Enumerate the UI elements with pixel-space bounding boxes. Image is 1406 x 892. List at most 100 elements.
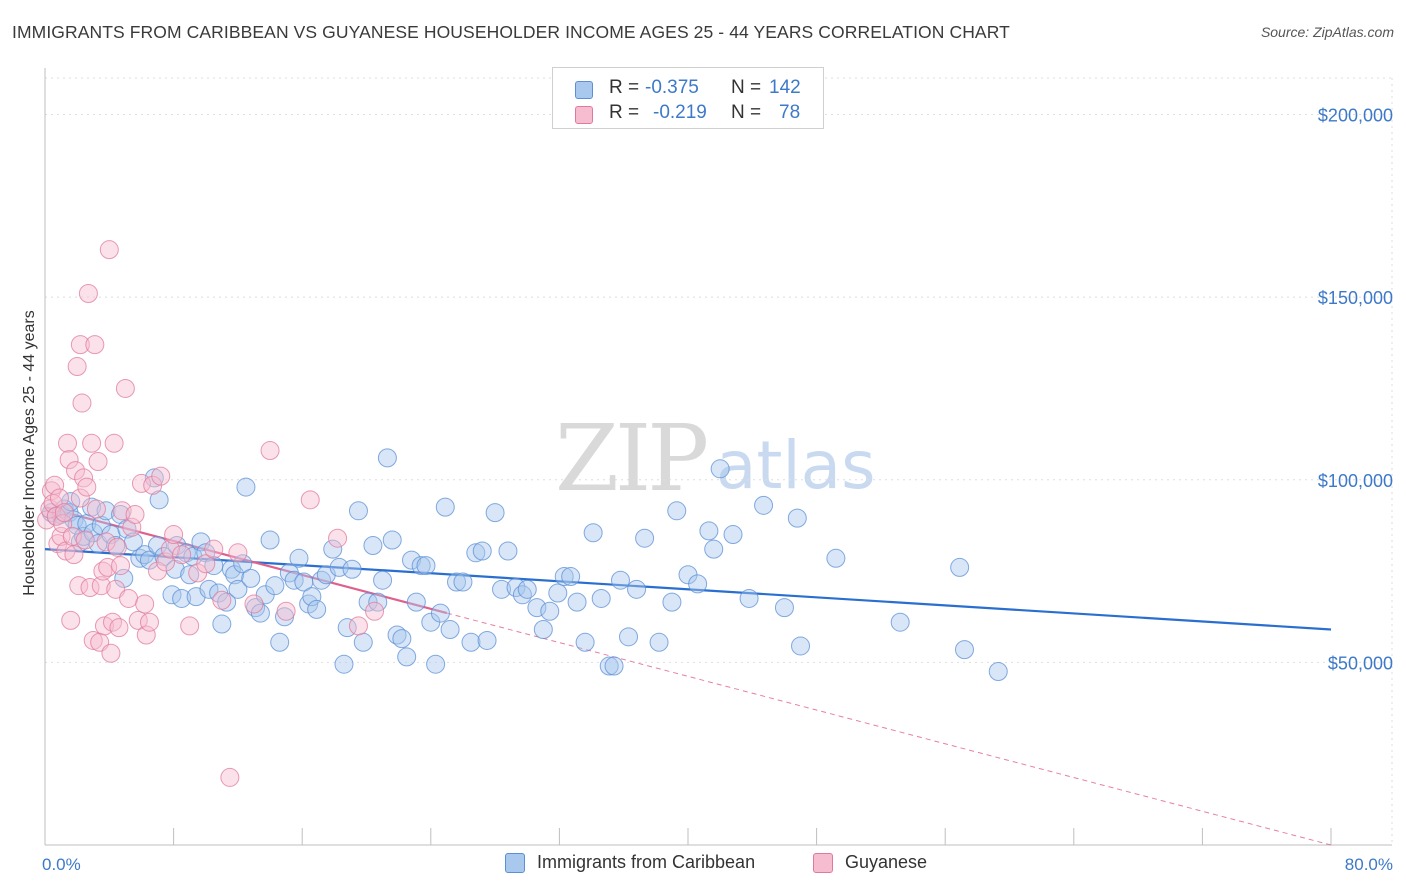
guyanese-point: [106, 579, 126, 599]
caribbean-point: [67, 515, 87, 535]
caribbean-point: [635, 528, 655, 548]
guyanese-point: [109, 618, 129, 638]
guyanese-point: [99, 240, 119, 260]
legend-label: Guyanese: [845, 852, 928, 872]
caribbean-point: [988, 662, 1008, 682]
caribbean-point: [212, 614, 232, 634]
caribbean-point: [453, 572, 473, 592]
guyanese-point: [119, 588, 139, 608]
caribbean-point: [591, 588, 611, 608]
caribbean-point: [610, 570, 630, 590]
caribbean-point: [363, 536, 383, 556]
caribbean-point: [377, 448, 397, 468]
caribbean-point: [627, 579, 647, 599]
caribbean-point: [540, 601, 560, 621]
guyanese-point: [228, 543, 248, 563]
guyanese-point: [160, 539, 180, 559]
r-label: R =: [609, 77, 640, 98]
caribbean-point: [139, 550, 159, 570]
guyanese-point: [172, 545, 192, 565]
n-value: 78: [779, 102, 801, 123]
n-label: N =: [731, 102, 762, 123]
caribbean-point: [307, 599, 327, 619]
axis-labels: $50,000 $100,000 $150,000 $200,000 0.0% 80.0%: [42, 106, 1393, 874]
guyanese-point: [164, 525, 184, 545]
y-tick-label: $200,000: [1318, 106, 1393, 126]
guyanese-point: [82, 433, 102, 453]
caribbean-point: [260, 530, 280, 550]
caribbean-point: [323, 539, 343, 559]
guyanese-point: [61, 610, 81, 630]
watermark-zip: ZIP: [555, 405, 706, 512]
guyanese-point: [70, 488, 90, 508]
caribbean-point: [754, 495, 774, 515]
r-value: -0.219: [653, 102, 707, 123]
guyanese-point: [180, 616, 200, 636]
caribbean-point: [890, 612, 910, 632]
caribbean-point: [411, 556, 431, 576]
caribbean-point: [406, 592, 426, 612]
caribbean-point: [334, 654, 354, 674]
caribbean-point: [228, 579, 248, 599]
caribbean-point: [567, 592, 587, 612]
guyanese-point: [54, 503, 74, 523]
guyanese-point: [66, 461, 86, 481]
caribbean-point: [688, 574, 708, 594]
guyanese-point: [75, 530, 95, 550]
caribbean-point: [289, 548, 309, 568]
caribbean-point: [114, 568, 134, 588]
guyanese-point: [37, 510, 57, 530]
guyanese-point: [139, 612, 159, 632]
guyanese-point: [45, 475, 65, 495]
caribbean-point: [649, 632, 669, 652]
guyanese-point: [276, 601, 296, 621]
y-tick-label: $100,000: [1318, 471, 1393, 491]
caribbean-point: [950, 557, 970, 577]
guyanese-point: [260, 441, 280, 461]
chart-title: IMMIGRANTS FROM CARIBBEAN VS GUYANESE HO…: [12, 22, 1010, 42]
caribbean-point: [199, 579, 219, 599]
guyanese-point: [91, 576, 111, 596]
caribbean-point: [477, 630, 497, 650]
guyanese-swatch-icon: [813, 853, 833, 873]
watermark: ZIP atlas: [555, 405, 876, 512]
caribbean-point: [96, 501, 116, 521]
caribbean-point: [826, 548, 846, 568]
caribbean-point: [699, 521, 719, 541]
axes: [44, 68, 1392, 846]
caribbean-point: [466, 543, 486, 563]
r-value: -0.375: [645, 77, 699, 98]
caribbean-point: [172, 588, 192, 608]
caribbean-point: [382, 530, 402, 550]
caribbean-point: [162, 585, 182, 605]
guyanese-point: [122, 517, 142, 537]
caribbean-point: [787, 508, 807, 528]
watermark-atlas: atlas: [716, 427, 876, 504]
caribbean-point: [604, 656, 624, 676]
caribbean-point: [583, 523, 603, 543]
caribbean-swatch-icon: [575, 81, 593, 99]
guyanese-point: [365, 601, 385, 621]
caribbean-point: [284, 570, 304, 590]
guyanese-point: [204, 539, 224, 559]
caribbean-point: [302, 587, 322, 607]
n-value: 142: [769, 77, 801, 98]
guyanese-point: [67, 357, 87, 377]
caribbean-point: [416, 556, 436, 576]
guyanese-point: [125, 504, 145, 524]
caribbean-point: [575, 632, 595, 652]
guyanese-trend-line: [44, 506, 448, 615]
guyanese-point: [85, 335, 105, 355]
caribbean-point: [492, 579, 512, 599]
caribbean-point: [236, 477, 256, 497]
guyanese-point: [86, 499, 106, 519]
caribbean-point: [342, 559, 362, 579]
guyanese-point: [64, 545, 84, 565]
guyanese-point: [348, 616, 368, 636]
trend-lines: [44, 506, 1332, 846]
y-tick-label: $150,000: [1318, 288, 1393, 308]
caribbean-point: [426, 654, 446, 674]
caribbean-point: [270, 632, 290, 652]
guyanese-point: [156, 552, 176, 572]
